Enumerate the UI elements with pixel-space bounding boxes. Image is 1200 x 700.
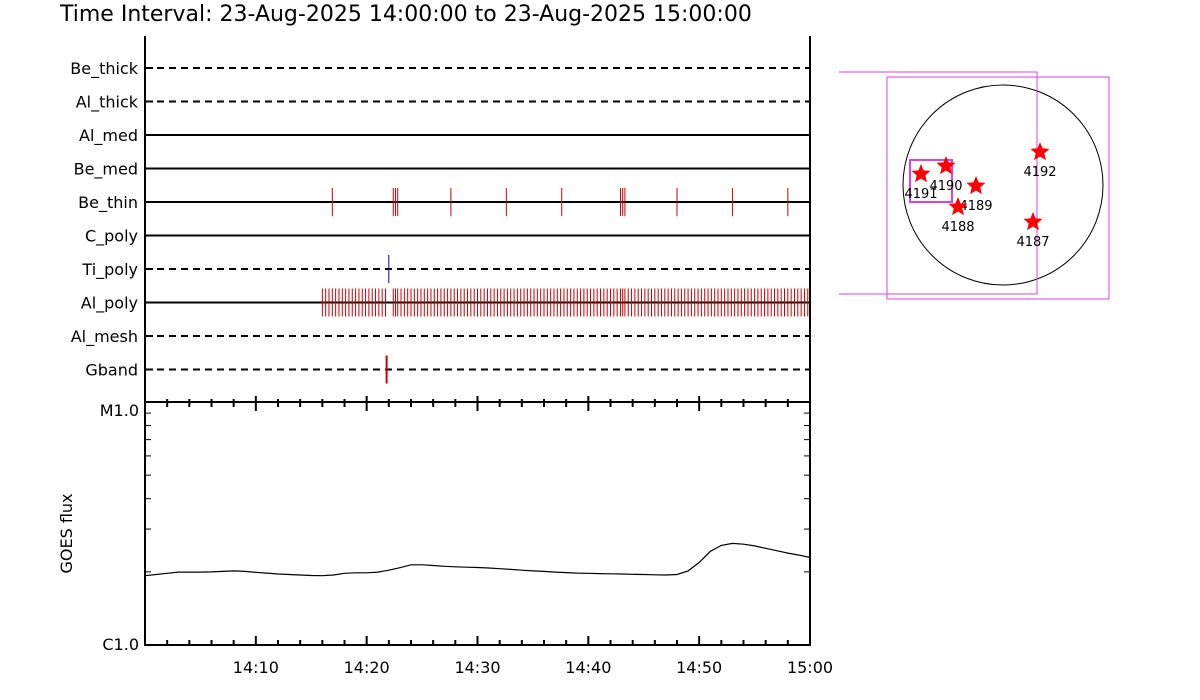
x-tick-label: 14:10 bbox=[233, 658, 279, 677]
x-tick-label: 14:50 bbox=[676, 658, 722, 677]
goes-ylabel: GOES flux bbox=[57, 493, 76, 573]
x-tick-label: 15:00 bbox=[787, 658, 833, 677]
row-label-al_poly: Al_poly bbox=[81, 294, 138, 314]
active-region-label: 4190 bbox=[929, 179, 962, 194]
x-tick-label: 14:40 bbox=[565, 658, 611, 677]
active-region-star bbox=[1023, 212, 1043, 231]
row-label-al_thick: Al_thick bbox=[76, 93, 139, 113]
row-label-be_thin: Be_thin bbox=[78, 193, 138, 213]
active-region-star bbox=[911, 164, 931, 183]
x-tick-label: 14:30 bbox=[454, 658, 500, 677]
active-region-label: 4192 bbox=[1023, 165, 1056, 180]
page-title: Time Interval: 23-Aug-2025 14:00:00 to 2… bbox=[60, 2, 752, 27]
active-region-label: 4187 bbox=[1016, 235, 1049, 250]
row-label-gband: Gband bbox=[85, 361, 138, 380]
row-label-ti_poly: Ti_poly bbox=[81, 260, 138, 280]
row-label-c_poly: C_poly bbox=[85, 227, 138, 247]
goes-frame bbox=[144, 401, 811, 646]
fov-box-outer bbox=[886, 76, 1110, 300]
goes-flux-line bbox=[144, 542, 811, 577]
goes-ymax-label: M1.0 bbox=[100, 401, 139, 420]
fov-box-inner bbox=[839, 71, 1038, 295]
active-region-label: 4191 bbox=[904, 187, 937, 202]
event-raster-panel: Be_thick Al_thick Al_med Be_med Be_thin C_pol… bbox=[70, 36, 811, 402]
row-label-al_med: Al_med bbox=[79, 126, 138, 146]
active-region-star bbox=[966, 176, 986, 195]
active-region-label: 4188 bbox=[941, 220, 974, 235]
active-region-star bbox=[936, 156, 956, 175]
active-region-star bbox=[1030, 142, 1050, 161]
goes-ymin-label: C1.0 bbox=[102, 635, 139, 654]
solar-limb bbox=[902, 84, 1104, 286]
row-label-be_thick: Be_thick bbox=[70, 59, 138, 79]
fov-box-small bbox=[909, 159, 953, 203]
active-region-star bbox=[948, 197, 968, 216]
row-label-be_med: Be_med bbox=[74, 160, 138, 180]
active-region-label: 4189 bbox=[959, 199, 992, 214]
row-label-al_mesh: Al_mesh bbox=[71, 327, 138, 347]
goes-flux-panel: C1.0 M1.0 GOES flux 14:10 14:20 14:30 14:40 14:… bbox=[57, 396, 833, 677]
x-tick-label: 14:20 bbox=[344, 658, 390, 677]
